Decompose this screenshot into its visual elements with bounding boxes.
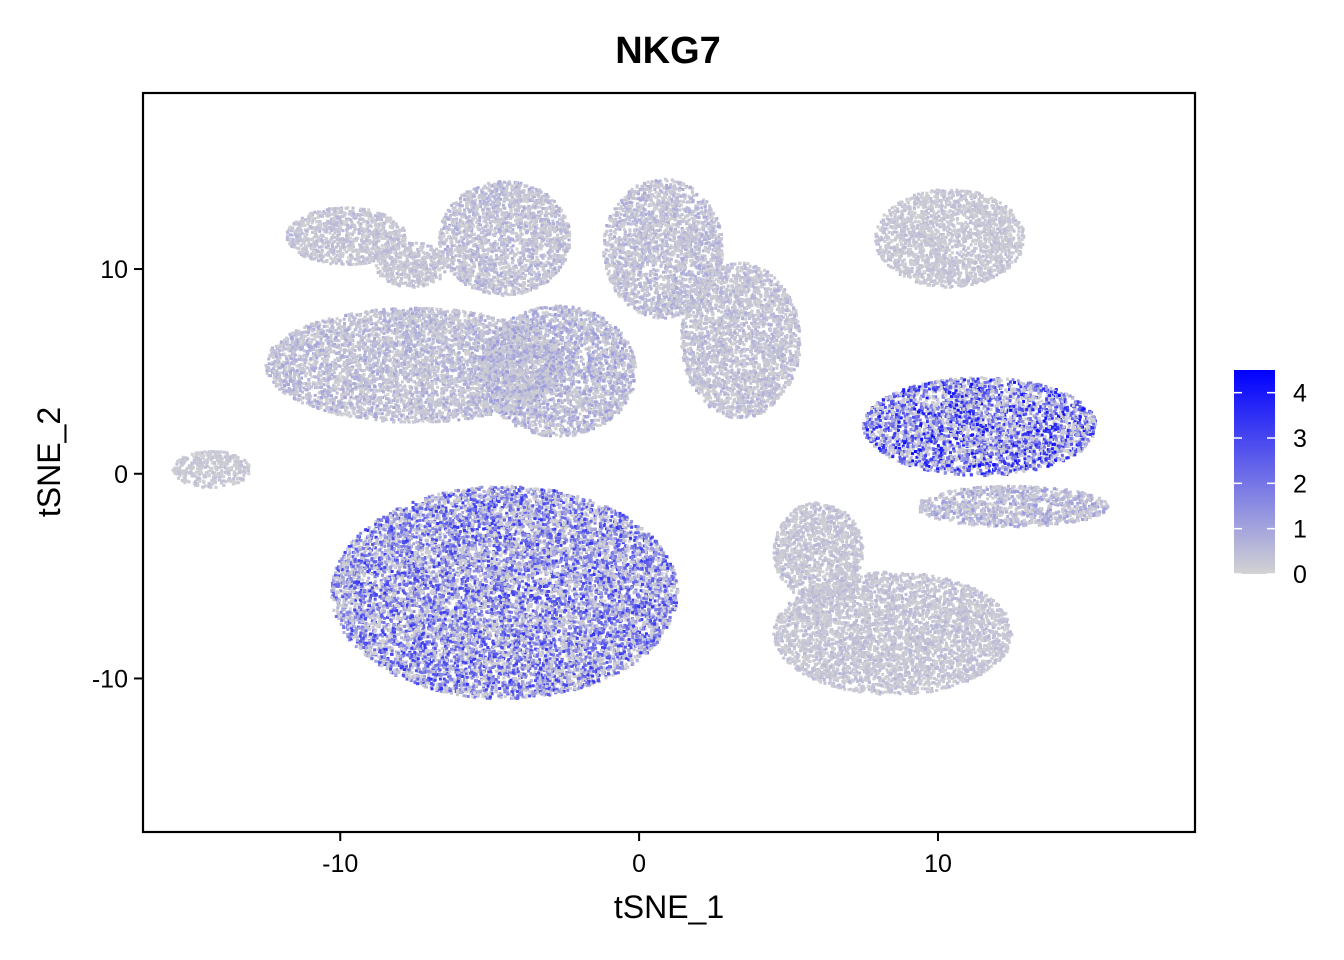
cell-point (552, 493, 555, 496)
cell-point (461, 583, 464, 586)
cell-point (618, 512, 621, 515)
cell-point (483, 490, 486, 493)
cell-point (509, 488, 512, 491)
cell-point (374, 617, 377, 620)
cell-point (560, 544, 563, 547)
cell-point (371, 573, 374, 576)
cell-point (427, 633, 430, 636)
cell-point (419, 519, 422, 522)
cell-point (417, 640, 420, 643)
cell-point (536, 607, 539, 610)
cell-point (513, 490, 516, 493)
cell-point (366, 580, 369, 583)
cell-point (669, 619, 672, 622)
cell-point (428, 561, 431, 564)
cell-point (582, 582, 585, 585)
points-layer (172, 178, 1110, 701)
cell-point (497, 681, 500, 684)
cell-point (560, 583, 563, 586)
cell-point (478, 560, 481, 563)
cell-point (403, 638, 406, 641)
cell-point (478, 683, 481, 686)
cell-point (564, 517, 567, 520)
cell-point (518, 677, 521, 680)
cell-point (568, 532, 571, 535)
cell-point (467, 649, 470, 652)
cell-point (356, 553, 359, 556)
cell-point (622, 521, 625, 524)
cell-point (383, 617, 386, 620)
cell-point (587, 503, 590, 506)
chart-title: NKG7 (615, 30, 721, 72)
cell-point (381, 551, 384, 554)
cell-point (457, 489, 460, 492)
cell-point (611, 674, 614, 677)
cell-point (349, 607, 352, 610)
cell-point (419, 510, 422, 513)
cell-point (551, 683, 554, 686)
cell-point (457, 567, 460, 570)
cell-point (501, 650, 504, 653)
cell-point (587, 662, 590, 665)
cell-point (405, 630, 408, 633)
cell-point (532, 628, 535, 631)
cell-point (559, 519, 562, 522)
cell-point (419, 652, 422, 655)
cluster-1 (330, 485, 679, 700)
cell-point (480, 486, 483, 489)
cell-point (576, 567, 579, 570)
cell-point (592, 670, 595, 673)
cell-point (417, 599, 420, 602)
cell-point (614, 672, 617, 675)
cell-point (382, 516, 385, 519)
cell-point (368, 526, 371, 529)
cell-point (454, 583, 457, 586)
cell-point (423, 675, 426, 678)
cell-point (441, 505, 444, 508)
cell-point (622, 609, 625, 612)
cell-point (558, 638, 561, 641)
cell-point (610, 534, 613, 537)
cell-point (525, 694, 528, 697)
cell-point (480, 610, 483, 613)
cell-point (417, 555, 420, 558)
cell-point (439, 653, 442, 656)
cell-point (626, 628, 629, 631)
cell-point (645, 632, 648, 635)
cell-point (665, 573, 668, 576)
cell-point (454, 489, 457, 492)
cell-point (510, 498, 513, 501)
cell-point (482, 695, 485, 698)
cell-point (562, 623, 565, 626)
cell-point (342, 590, 345, 593)
cell-point (546, 690, 549, 693)
cell-point (390, 620, 393, 623)
cell-point (348, 545, 351, 548)
cell-point (468, 503, 471, 506)
cell-point (587, 539, 590, 542)
cell-point (650, 584, 653, 587)
cell-point (541, 608, 544, 611)
cell-point (497, 488, 500, 491)
cell-point (630, 606, 633, 609)
cell-point (412, 542, 415, 545)
cell-point (456, 665, 459, 668)
cell-point (522, 545, 525, 548)
cell-point (503, 559, 506, 562)
cell-point (383, 545, 386, 548)
cell-point (471, 519, 474, 522)
cell-point (625, 522, 628, 525)
